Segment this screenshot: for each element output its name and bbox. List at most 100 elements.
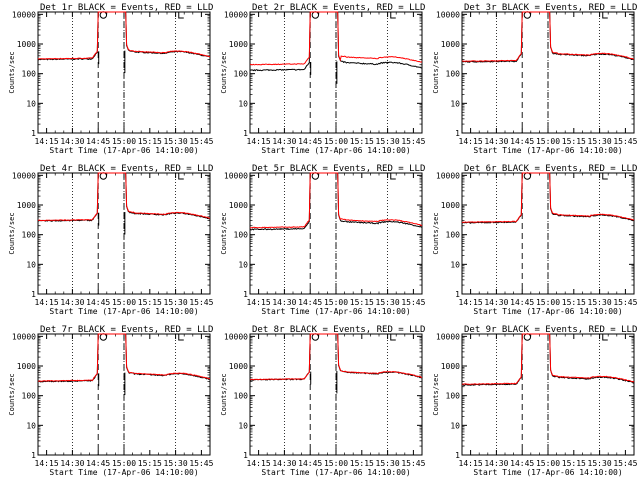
- x-tick-label: 15:45: [401, 137, 425, 146]
- panel-title: Det 8r BLACK = Events, RED = LLD: [252, 325, 425, 335]
- x-tick-label: 15:30: [164, 298, 188, 307]
- y-tick-label: 1000: [441, 201, 460, 210]
- x-tick-label: 15:45: [613, 459, 637, 468]
- x-tick-label: 15:15: [350, 459, 374, 468]
- open-circle-marker: [99, 172, 108, 180]
- x-axis-label: Start Time (17-Apr-06 14:10:00): [49, 307, 198, 316]
- y-tick-label: 1000: [441, 40, 460, 49]
- x-tick-label: 15:15: [138, 137, 162, 146]
- c-marker: [602, 333, 608, 341]
- panel-det-7: Det 7r BLACK = Events, RED = LLD 1 10 100 10…: [8, 325, 214, 477]
- panel-det-1: Det 1r BLACK = Events, RED = LLD 1 10 100 10…: [8, 3, 214, 155]
- open-circle-marker: [523, 11, 532, 19]
- x-tick-label: 14:30: [272, 298, 296, 307]
- x-tick-label: 14:45: [86, 298, 110, 307]
- x-tick-label: 14:45: [298, 137, 322, 146]
- panel-det-3: Det 3r BLACK = Events, RED = LLD 1 10 100 10…: [432, 3, 638, 155]
- x-tick-label: 14:30: [484, 298, 508, 307]
- events-series-line: [249, 11, 423, 72]
- y-axis-label: Counts/sec: [220, 51, 228, 93]
- x-tick-label: 14:15: [247, 137, 271, 146]
- x-axis-label: Start Time (17-Apr-06 14:10:00): [261, 468, 410, 477]
- lld-series-line: [249, 333, 423, 381]
- y-axis-label: Counts/sec: [432, 373, 440, 415]
- x-tick-label: 14:15: [459, 298, 483, 307]
- y-tick-label: 1: [243, 290, 248, 299]
- x-tick-label: 15:15: [350, 137, 374, 146]
- panel-det-6: Det 6r BLACK = Events, RED = LLD 1 10 100 10…: [432, 164, 638, 316]
- y-axis-label: Counts/sec: [432, 51, 440, 93]
- y-tick-label: 10: [450, 99, 460, 108]
- x-tick-label: 15:00: [324, 298, 348, 307]
- x-tick-label: 14:30: [272, 459, 296, 468]
- x-tick-label: 15:00: [536, 137, 560, 146]
- y-tick-label: 10: [26, 421, 36, 430]
- panel-title: Det 4r BLACK = Events, RED = LLD: [40, 164, 213, 174]
- x-tick-label: 15:30: [376, 298, 400, 307]
- c-marker: [390, 172, 396, 180]
- lld-series-line: [37, 11, 211, 60]
- x-tick-label: 14:15: [459, 459, 483, 468]
- y-tick-label: 100: [446, 231, 461, 240]
- y-tick-label: 1: [31, 451, 36, 460]
- y-tick-label: 100: [234, 70, 249, 79]
- x-tick-label: 14:30: [272, 137, 296, 146]
- y-axis-label: Counts/sec: [220, 212, 228, 254]
- y-tick-label: 10: [26, 99, 36, 108]
- y-tick-label: 1: [31, 129, 36, 138]
- x-axis-label: Start Time (17-Apr-06 14:10:00): [49, 146, 198, 155]
- y-tick-label: 10: [450, 421, 460, 430]
- x-axis-label: Start Time (17-Apr-06 14:10:00): [261, 146, 410, 155]
- y-tick-label: 10000: [224, 171, 248, 180]
- x-tick-label: 15:45: [613, 298, 637, 307]
- x-tick-label: 15:45: [613, 137, 637, 146]
- x-tick-label: 15:45: [401, 459, 425, 468]
- x-tick-label: 15:45: [401, 298, 425, 307]
- x-tick-label: 15:30: [588, 137, 612, 146]
- y-axis-label: Counts/sec: [8, 212, 16, 254]
- y-tick-label: 10000: [436, 332, 460, 341]
- x-tick-label: 15:15: [350, 298, 374, 307]
- x-tick-label: 14:15: [35, 298, 59, 307]
- x-tick-label: 15:30: [588, 298, 612, 307]
- y-axis-label: Counts/sec: [8, 51, 16, 93]
- y-tick-label: 1000: [229, 201, 248, 210]
- y-tick-label: 1: [243, 129, 248, 138]
- lld-series-line: [461, 333, 635, 385]
- panel-title: Det 9r BLACK = Events, RED = LLD: [464, 325, 637, 335]
- y-tick-label: 1000: [17, 201, 36, 210]
- x-tick-label: 15:45: [189, 137, 213, 146]
- x-tick-label: 15:30: [164, 137, 188, 146]
- open-circle-marker: [99, 333, 108, 341]
- panel-title: Det 1r BLACK = Events, RED = LLD: [40, 3, 213, 13]
- x-tick-label: 15:00: [324, 137, 348, 146]
- lld-series-line: [249, 172, 423, 229]
- c-marker: [390, 333, 396, 341]
- panel-title: Det 5r BLACK = Events, RED = LLD: [252, 164, 425, 174]
- y-tick-label: 1000: [229, 362, 248, 371]
- x-tick-label: 14:15: [247, 459, 271, 468]
- x-tick-label: 15:45: [189, 298, 213, 307]
- y-tick-label: 10: [450, 260, 460, 269]
- x-tick-label: 14:30: [484, 137, 508, 146]
- x-axis-label: Start Time (17-Apr-06 14:10:00): [473, 307, 622, 316]
- lld-series-line: [37, 172, 211, 222]
- open-circle-marker: [311, 172, 320, 180]
- c-marker: [602, 11, 608, 19]
- c-marker: [390, 11, 396, 19]
- y-tick-label: 100: [22, 231, 37, 240]
- x-axis-label: Start Time (17-Apr-06 14:10:00): [49, 468, 198, 477]
- x-axis-label: Start Time (17-Apr-06 14:10:00): [473, 468, 622, 477]
- y-tick-label: 10: [26, 260, 36, 269]
- x-axis-label: Start Time (17-Apr-06 14:10:00): [261, 307, 410, 316]
- y-tick-label: 1000: [441, 362, 460, 371]
- y-tick-label: 100: [234, 392, 249, 401]
- x-tick-label: 14:45: [86, 137, 110, 146]
- y-tick-label: 10000: [12, 332, 36, 341]
- lld-series-line: [461, 172, 635, 223]
- y-tick-label: 10: [238, 421, 248, 430]
- y-tick-label: 1: [243, 451, 248, 460]
- x-tick-label: 15:30: [376, 137, 400, 146]
- x-tick-label: 14:30: [60, 298, 84, 307]
- lld-series-line: [461, 11, 635, 62]
